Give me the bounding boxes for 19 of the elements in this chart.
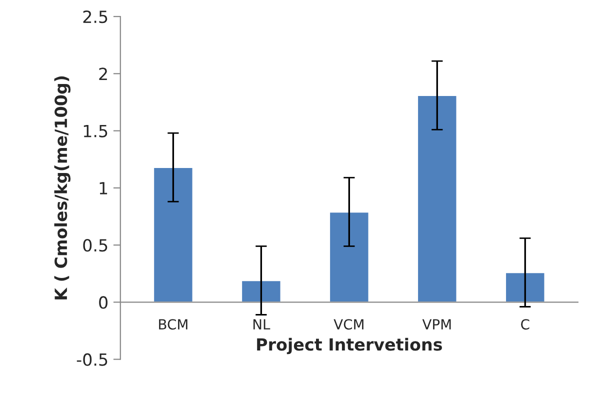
bar [240,280,282,303]
x-axis-title: Project Intervetions [257,338,442,354]
bar [504,272,546,303]
x-tick-label: C [521,319,530,330]
y-tick-label: 2.5 [83,10,108,24]
y-tick-label: 0.5 [83,239,108,252]
bar [152,166,194,303]
x-tick-label: NL [253,319,270,330]
x-tick-label: BCM [159,319,188,330]
x-tick-label: VCM [334,319,364,330]
bar [328,211,370,303]
y-tick-label: 0 [99,296,108,309]
y-tick-label: 2 [99,68,107,80]
x-tick-label: VPM [422,319,451,330]
y-tick-label: 1 [100,182,108,194]
y-tick-label: -0.5 [76,353,108,366]
bar [416,94,458,303]
y-axis-title: K ( Cmoles/kg(me/100g) [54,76,71,300]
y-tick-label: 1.5 [84,124,108,138]
